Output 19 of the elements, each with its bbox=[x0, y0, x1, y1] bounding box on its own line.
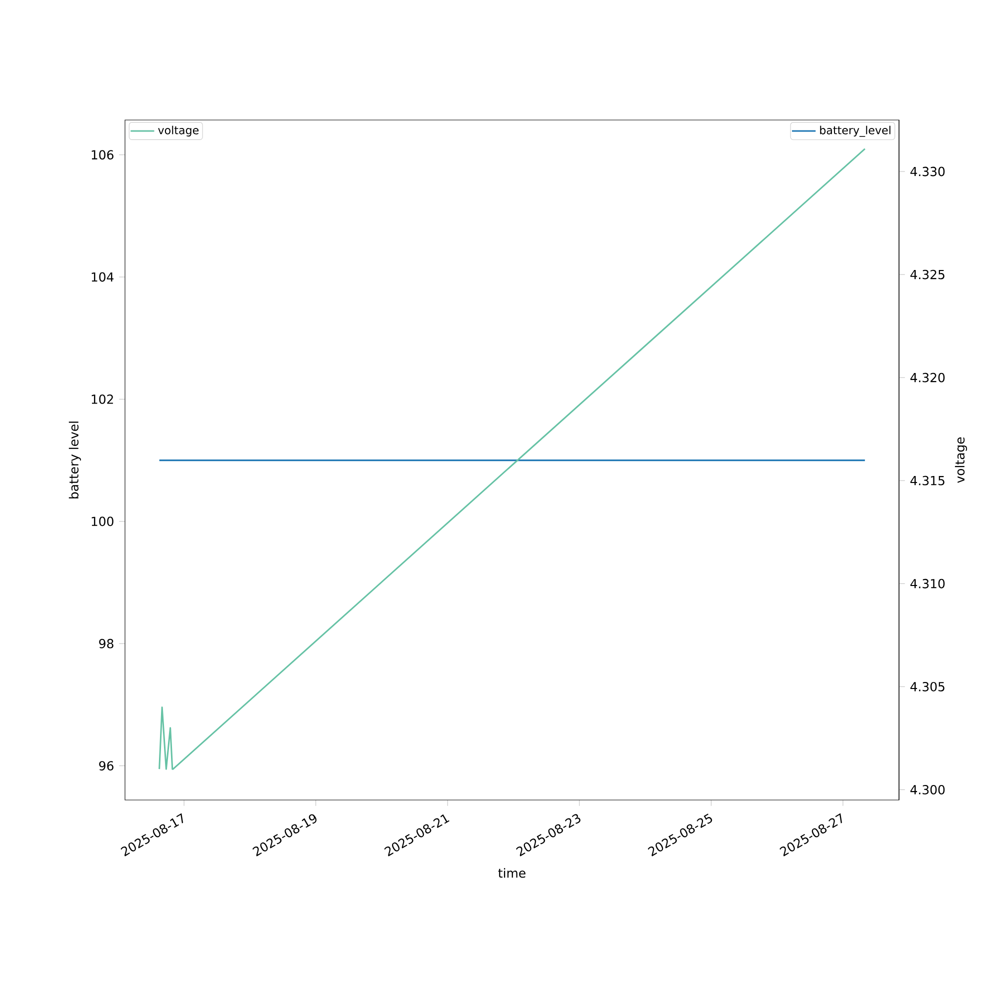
y2-axis-title: voltage bbox=[954, 437, 967, 483]
y-tick-label: 102 bbox=[92, 394, 113, 404]
y-tick-label: 104 bbox=[92, 272, 114, 282]
y-tick-label: 96 bbox=[99, 761, 114, 770]
x-axis-title: time bbox=[498, 868, 526, 878]
y2-tick-label: 4.310 bbox=[910, 578, 945, 588]
line-series bbox=[158, 148, 866, 770]
y-tick-label: 98 bbox=[99, 638, 114, 648]
y2-tick-label: 4.315 bbox=[910, 476, 944, 486]
y2-tick-label: 4.300 bbox=[910, 784, 945, 794]
y-tick-label: 106 bbox=[92, 150, 114, 160]
legend-label: battery_level bbox=[820, 126, 890, 137]
y2-tick-label: 4.330 bbox=[910, 166, 945, 176]
y-tick-label: 100 bbox=[92, 516, 114, 526]
y2-tick-label: 4.320 bbox=[910, 372, 945, 382]
y2-tick-label: 4.325 bbox=[910, 270, 944, 280]
y-axis-title: battery level bbox=[68, 422, 81, 498]
y2-tick-label: 4.305 bbox=[910, 682, 944, 692]
legend-label: voltage bbox=[158, 126, 199, 136]
